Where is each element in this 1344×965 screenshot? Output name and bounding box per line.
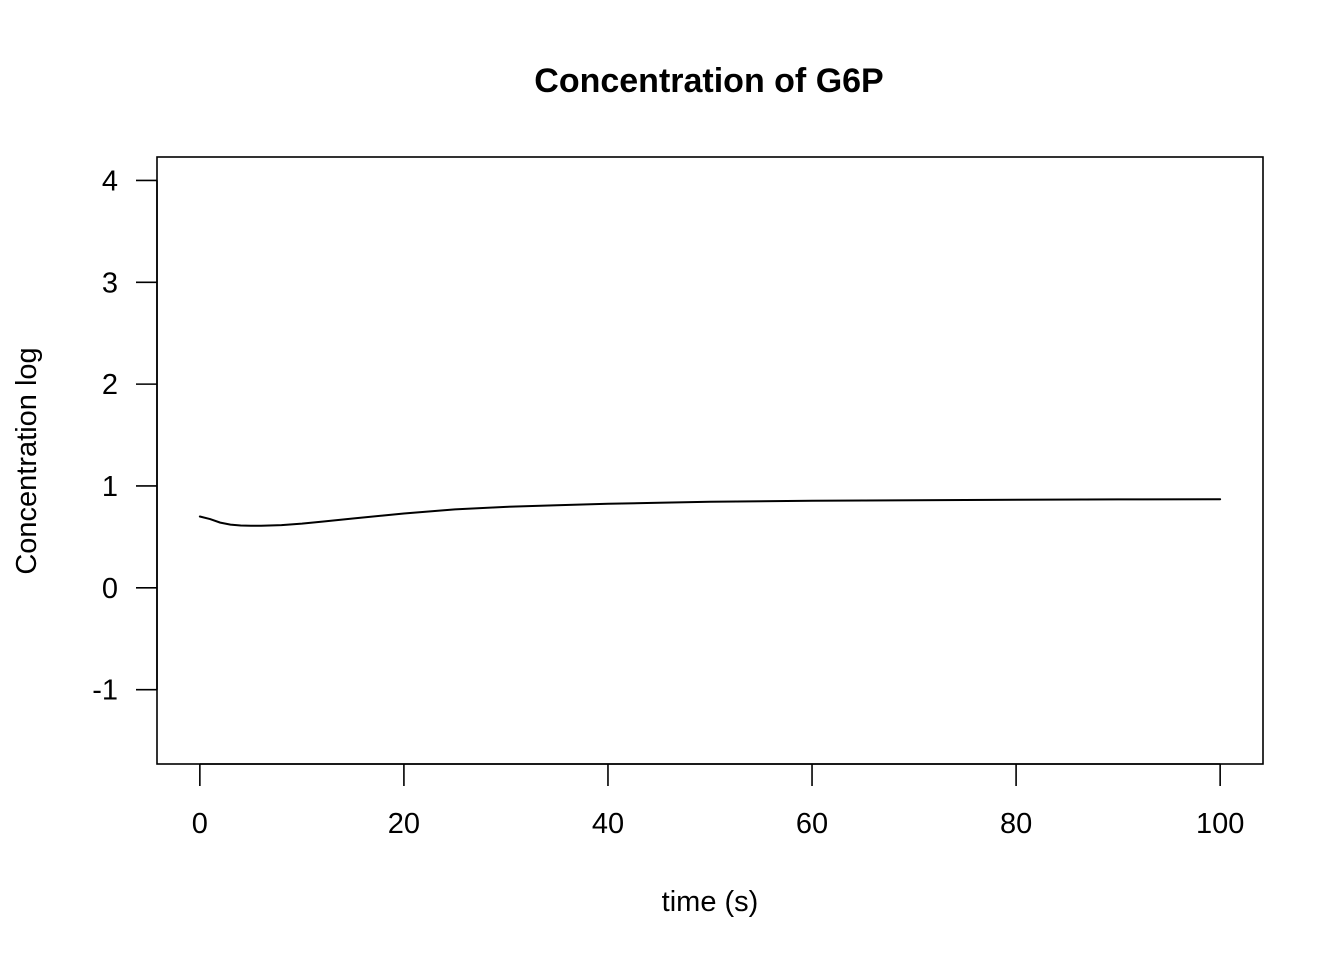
- y-axis: -1 0 1 2 3 4: [92, 165, 158, 707]
- plot-frame: [156, 156, 1264, 765]
- x-axis-label: time (s): [662, 886, 759, 918]
- series-line: [198, 498, 1222, 527]
- chart-title: Concentration of G6P: [534, 62, 883, 100]
- y-tick-label: -1: [92, 675, 118, 707]
- x-axis: 0 20 40 60 80 100: [192, 763, 1244, 840]
- x-tick-label: 100: [1196, 808, 1244, 840]
- x-tick-label: 20: [388, 808, 420, 840]
- x-tick-label: 0: [192, 808, 208, 840]
- y-tick-label: 3: [102, 267, 118, 299]
- x-tick-label: 80: [1000, 808, 1032, 840]
- x-tick-label: 40: [592, 808, 624, 840]
- y-tick-label: 0: [102, 573, 118, 605]
- y-tick-label: 2: [102, 369, 118, 401]
- y-axis-label: Concentration log: [11, 347, 43, 574]
- y-tick-label: 1: [102, 471, 118, 503]
- series-layer: [198, 498, 1222, 527]
- y-tick-label: 4: [102, 165, 118, 197]
- x-tick-label: 60: [796, 808, 828, 840]
